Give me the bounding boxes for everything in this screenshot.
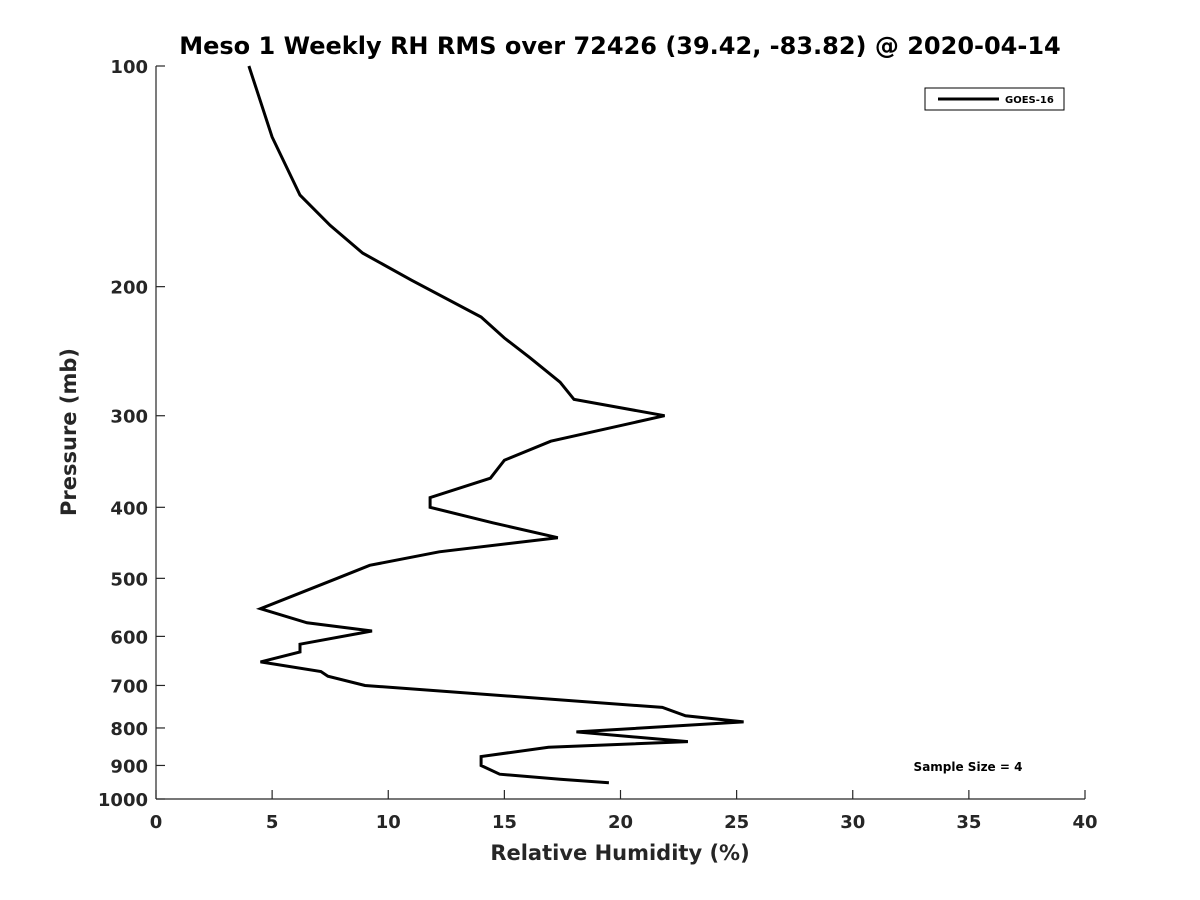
y-tick-label: 300 bbox=[110, 407, 148, 428]
y-tick-label: 400 bbox=[110, 498, 148, 519]
y-tick-label: 100 bbox=[110, 57, 148, 78]
x-tick-label: 0 bbox=[150, 812, 163, 833]
y-tick-label: 700 bbox=[110, 676, 148, 697]
legend-label: GOES-16 bbox=[1005, 95, 1054, 106]
x-tick-label: 10 bbox=[376, 812, 401, 833]
y-tick-label: 1000 bbox=[98, 790, 148, 811]
x-tick-label: 30 bbox=[840, 812, 865, 833]
y-tick-label: 200 bbox=[110, 278, 148, 299]
chart-title: Meso 1 Weekly RH RMS over 72426 (39.42, … bbox=[179, 32, 1061, 60]
x-tick-label: 20 bbox=[608, 812, 633, 833]
legend: GOES-16 bbox=[924, 87, 1065, 111]
x-tick-label: 40 bbox=[1072, 812, 1097, 833]
y-tick-label: 600 bbox=[110, 627, 148, 648]
y-tick-label: 900 bbox=[110, 756, 148, 777]
axes: 0 5 10 15 20 25 30 35 40 100 200 300 400 500 600 700 800… bbox=[98, 57, 1098, 833]
y-tick-label: 500 bbox=[110, 569, 148, 590]
x-tick-label: 25 bbox=[724, 812, 749, 833]
sample-size-annotation: Sample Size = 4 bbox=[914, 760, 1023, 774]
x-tick-label: 5 bbox=[266, 812, 279, 833]
x-tick-label: 15 bbox=[492, 812, 517, 833]
y-tick-label: 800 bbox=[110, 719, 148, 740]
x-axis-label: Relative Humidity (%) bbox=[490, 841, 749, 865]
x-tick-label: 35 bbox=[956, 812, 981, 833]
plot-series bbox=[247, 65, 744, 785]
series-line-goes-16 bbox=[247, 65, 744, 785]
y-axis-label: Pressure (mb) bbox=[57, 348, 81, 516]
